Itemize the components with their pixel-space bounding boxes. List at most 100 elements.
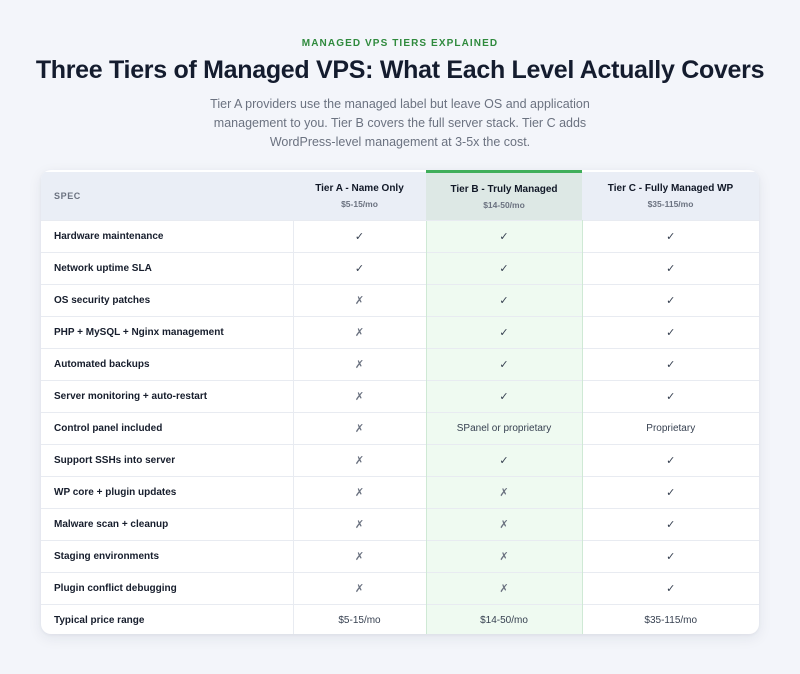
- check-icon: ✓: [666, 327, 676, 339]
- check-icon: ✓: [666, 583, 676, 595]
- table-row: Automated backups ✗ ✓ ✓: [41, 348, 759, 381]
- tier-b-cell: ✓: [425, 284, 583, 317]
- row-label: OS security patches: [41, 284, 293, 317]
- cross-icon: ✗: [354, 359, 365, 371]
- cross-icon: ✗: [354, 327, 365, 339]
- cell-text: $5-15/mo: [338, 615, 381, 627]
- check-icon: ✓: [666, 455, 676, 467]
- cross-icon: ✗: [354, 391, 365, 403]
- tier-c-header: Tier C - Fully Managed WP $35-115/mo: [582, 171, 759, 221]
- tier-a-cell: ✗: [292, 316, 426, 349]
- row-label: Typical price range: [41, 604, 293, 634]
- tier-c-name: Tier C - Fully Managed WP: [607, 182, 734, 194]
- check-icon: ✓: [666, 231, 676, 243]
- tier-a-cell: ✗: [292, 284, 426, 317]
- check-icon: ✓: [666, 263, 676, 275]
- check-icon: ✓: [499, 455, 509, 467]
- table-row: Hardware maintenance ✓ ✓ ✓: [41, 220, 759, 253]
- cross-icon: ✗: [499, 487, 509, 499]
- tier-c-cell: ✓: [582, 508, 759, 541]
- tier-a-cell: ✗: [292, 380, 426, 413]
- tier-c-cell: ✓: [582, 284, 759, 317]
- tier-b-cell: ✗: [425, 508, 583, 541]
- comparison-table: SPEC Tier A - Name Only $5-15/mo Tier B …: [41, 170, 759, 634]
- tier-a-cell: $5-15/mo: [292, 604, 426, 634]
- tier-a-cell: ✗: [292, 572, 426, 605]
- tier-a-cell: ✗: [292, 348, 426, 381]
- eyebrow-label: MANAGED VPS TIERS EXPLAINED: [301, 38, 499, 49]
- tier-c-cell: ✓: [582, 316, 759, 349]
- tier-a-cell: ✗: [292, 540, 426, 573]
- table-row: Server monitoring + auto-restart ✗ ✓ ✓: [41, 380, 759, 413]
- tier-b-cell: ✓: [425, 316, 583, 349]
- table-row: Typical price range $5-15/mo $14-50/mo $35-…: [41, 604, 759, 634]
- check-icon: ✓: [499, 327, 509, 339]
- tier-b-cell: $14-50/mo: [425, 604, 583, 634]
- tier-b-cell: ✓: [425, 380, 583, 413]
- tier-b-cell: SPanel or proprietary: [425, 412, 583, 445]
- tier-a-cell: ✓: [292, 220, 426, 253]
- check-icon: ✓: [666, 519, 676, 531]
- row-label: Hardware maintenance: [41, 220, 293, 253]
- table-row: WP core + plugin updates ✗ ✗ ✓: [41, 476, 759, 509]
- table-row: OS security patches ✗ ✓ ✓: [41, 284, 759, 317]
- check-icon: ✓: [666, 391, 676, 403]
- check-icon: ✓: [499, 359, 509, 371]
- tier-b-cell: ✓: [425, 220, 583, 253]
- tier-a-cell: ✗: [292, 444, 426, 477]
- tier-c-cell: ✓: [582, 572, 759, 605]
- row-label: Control panel included: [41, 412, 293, 445]
- tier-c-cell: ✓: [582, 252, 759, 285]
- tier-c-cell: ✓: [582, 220, 759, 253]
- cross-icon: ✗: [499, 551, 509, 563]
- row-label: Staging environments: [41, 540, 293, 573]
- check-icon: ✓: [666, 295, 676, 307]
- cell-text: $14-50/mo: [480, 615, 528, 627]
- tier-b-cell: ✗: [425, 572, 583, 605]
- check-icon: ✓: [666, 487, 676, 499]
- tier-c-cell: ✓: [582, 380, 759, 413]
- cross-icon: ✗: [354, 519, 365, 531]
- row-label: Server monitoring + auto-restart: [41, 380, 293, 413]
- tier-a-cell: ✗: [292, 412, 426, 445]
- comparison-card: SPEC Tier A - Name Only $5-15/mo Tier B …: [41, 170, 759, 634]
- row-label: PHP + MySQL + Nginx management: [41, 316, 293, 349]
- table-row: Support SSHs into server ✗ ✓ ✓: [41, 444, 759, 477]
- row-label: Automated backups: [41, 348, 293, 381]
- cross-icon: ✗: [354, 487, 365, 499]
- row-label: Malware scan + cleanup: [41, 508, 293, 541]
- check-icon: ✓: [354, 263, 365, 275]
- cross-icon: ✗: [354, 455, 365, 467]
- check-icon: ✓: [499, 231, 509, 243]
- tier-a-cell: ✓: [292, 252, 426, 285]
- check-icon: ✓: [666, 551, 676, 563]
- tier-b-header: Tier B - Truly Managed $14-50/mo: [426, 170, 582, 221]
- table-row: Malware scan + cleanup ✗ ✗ ✓: [41, 508, 759, 541]
- check-icon: ✓: [499, 391, 509, 403]
- cross-icon: ✗: [354, 551, 365, 563]
- spec-column-header: SPEC: [41, 171, 293, 221]
- tier-b-name: Tier B - Truly Managed: [450, 183, 558, 195]
- table-body: Hardware maintenance ✓ ✓ ✓ Network uptime SL…: [41, 220, 759, 634]
- row-label: Plugin conflict debugging: [41, 572, 293, 605]
- tier-c-cell: Proprietary: [582, 412, 759, 445]
- cross-icon: ✗: [354, 423, 365, 435]
- cross-icon: ✗: [499, 583, 509, 595]
- tier-c-cell: ✓: [582, 444, 759, 477]
- tier-b-cell: ✓: [425, 252, 583, 285]
- cell-text: SPanel or proprietary: [456, 423, 552, 434]
- check-icon: ✓: [499, 295, 509, 307]
- tier-a-price: $5-15/mo: [341, 198, 378, 209]
- tier-a-name: Tier A - Name Only: [315, 182, 404, 194]
- tier-a-cell: ✗: [292, 508, 426, 541]
- cross-icon: ✗: [499, 519, 509, 531]
- row-label: WP core + plugin updates: [41, 476, 293, 509]
- check-icon: ✓: [354, 231, 365, 243]
- tier-c-cell: ✓: [582, 348, 759, 381]
- tier-b-cell: ✗: [425, 540, 583, 573]
- tier-c-cell: $35-115/mo: [582, 604, 759, 634]
- tier-b-cell: ✓: [425, 444, 583, 477]
- cell-text: $35-115/mo: [644, 615, 698, 627]
- row-label: Support SSHs into server: [41, 444, 293, 477]
- cross-icon: ✗: [354, 295, 365, 307]
